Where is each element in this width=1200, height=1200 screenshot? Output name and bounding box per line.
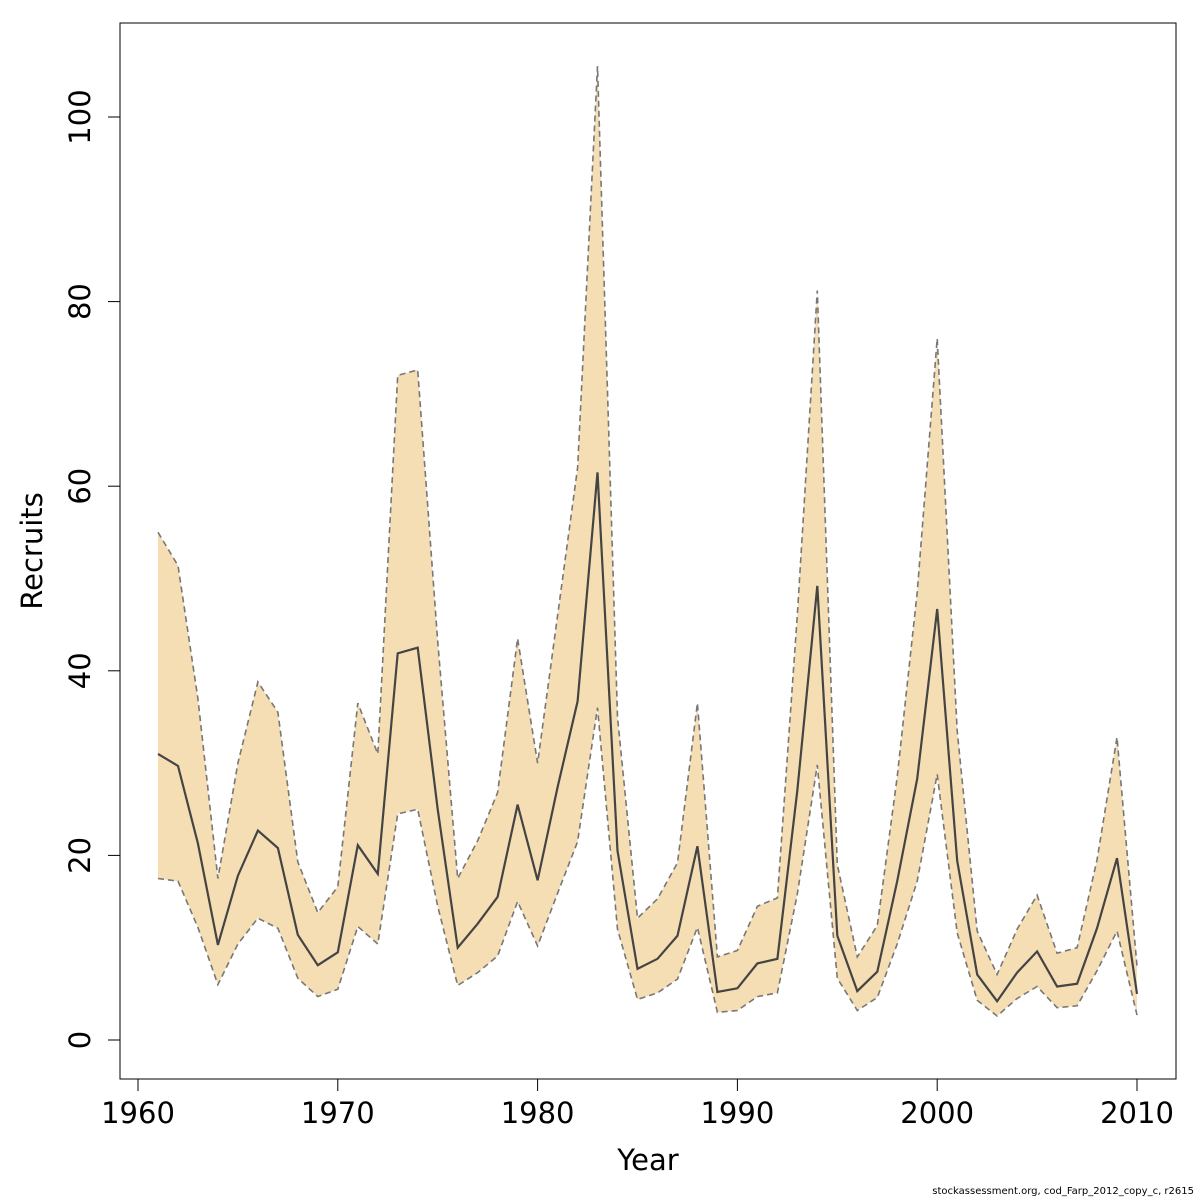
y-tick-label: 60 <box>63 468 97 505</box>
footer-credit: stockassessment.org, cod_Farp_2012_copy_… <box>932 1186 1194 1197</box>
y-tick-label: 40 <box>63 652 97 689</box>
y-axis-title: Recruits <box>15 492 49 609</box>
x-tick-label: 1980 <box>501 1096 575 1130</box>
upper-bound-line <box>157 66 1138 977</box>
x-tick-label: 2010 <box>1100 1096 1174 1130</box>
y-tick-label: 100 <box>63 89 97 144</box>
y-tick-label: 20 <box>63 837 97 874</box>
y-tick-label: 80 <box>63 283 97 320</box>
recruits-estimate-line <box>157 472 1139 1004</box>
confidence-band-layer <box>158 66 1137 1016</box>
x-axis-title: Year <box>616 1143 678 1177</box>
x-tick-label: 1970 <box>301 1096 375 1130</box>
series-lines-layer <box>157 66 1139 1018</box>
y-tick-label: 0 <box>63 1031 97 1049</box>
lower-bound-line <box>157 707 1138 1018</box>
axes-layer: 1960 1970 1980 1990 2000 2010 0 20 40 60 80 100 <box>63 89 1174 1130</box>
x-tick-label: 1960 <box>101 1096 175 1130</box>
confidence-band <box>158 66 1137 1016</box>
x-tick-label: 1990 <box>700 1096 774 1130</box>
x-tick-label: 2000 <box>900 1096 974 1130</box>
